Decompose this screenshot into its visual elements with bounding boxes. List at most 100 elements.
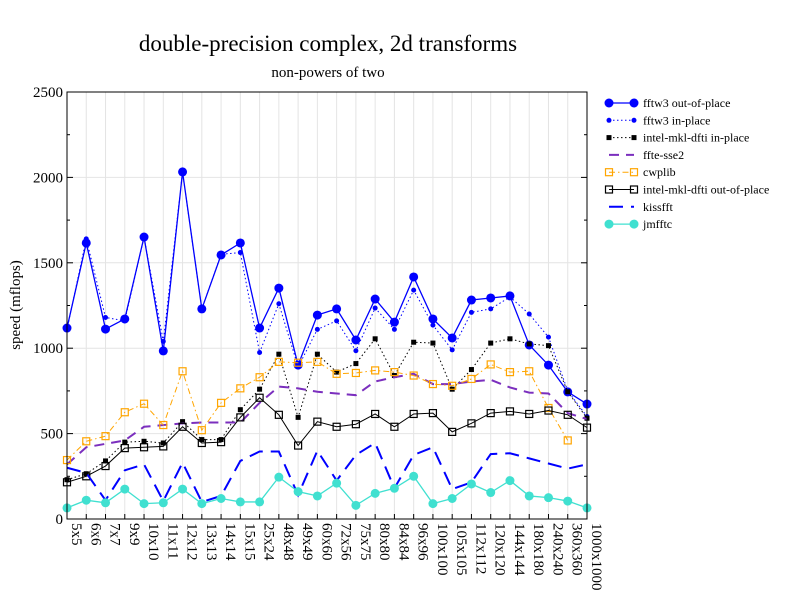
data-point	[486, 488, 496, 498]
legend: fftw3 out-of-place fftw3 in-place intel-mk…	[604, 96, 769, 231]
x-tick-label: 5x5	[68, 523, 84, 546]
data-point	[428, 379, 438, 389]
data-point	[120, 444, 129, 453]
data-point	[255, 323, 265, 333]
data-point	[411, 287, 417, 293]
data-point	[604, 219, 614, 229]
x-tick-label: 10x10	[145, 523, 161, 561]
data-point	[389, 317, 399, 327]
data-point	[235, 497, 245, 507]
data-point	[120, 408, 129, 417]
data-point	[101, 324, 111, 334]
x-tick-label: 240x240	[549, 523, 565, 576]
data-point	[295, 364, 301, 370]
series-line	[66, 361, 569, 461]
chart-subtitle: non-powers of two	[271, 65, 384, 81]
data-point	[313, 417, 322, 426]
data-point	[141, 438, 147, 444]
x-tick-label: 84x84	[395, 523, 411, 561]
data-point	[563, 410, 572, 419]
data-point	[122, 318, 128, 324]
x-tick-label: 9x9	[126, 523, 142, 546]
x-tick-label: 72x56	[338, 523, 354, 561]
y-tick-label: 1500	[33, 256, 63, 272]
data-point	[101, 432, 110, 441]
legend-item: kissfft	[609, 200, 673, 214]
data-point	[467, 419, 476, 428]
data-point	[543, 493, 553, 503]
data-point	[197, 426, 206, 435]
data-point	[505, 368, 515, 377]
data-point	[158, 346, 168, 356]
data-point	[409, 409, 418, 419]
x-tick-label: 6x6	[87, 523, 103, 546]
legend-item: fftw3 in-place	[606, 113, 710, 127]
data-point	[197, 499, 207, 509]
data-point	[391, 326, 397, 332]
data-point	[524, 491, 534, 501]
data-point	[237, 250, 243, 256]
data-point	[314, 326, 320, 332]
data-point	[159, 442, 168, 451]
data-point	[631, 117, 637, 123]
data-point	[526, 341, 532, 347]
legend-label: kissfft	[643, 200, 673, 214]
x-tick-label: 48x48	[280, 523, 296, 561]
data-point	[409, 471, 419, 481]
data-point	[411, 339, 417, 345]
data-point	[178, 484, 188, 494]
data-point	[545, 334, 551, 340]
data-point	[629, 98, 639, 108]
data-point	[505, 407, 515, 416]
data-point	[447, 333, 457, 343]
data-point	[139, 499, 149, 509]
data-point	[428, 499, 438, 509]
data-point	[332, 422, 341, 431]
data-point	[274, 283, 284, 293]
data-point	[139, 443, 149, 452]
data-point	[312, 310, 322, 320]
data-point	[83, 471, 89, 477]
data-point	[390, 422, 399, 431]
data-point	[274, 357, 283, 366]
data-point	[563, 496, 573, 506]
data-point	[544, 406, 553, 415]
data-point	[428, 314, 438, 324]
data-point	[353, 361, 359, 367]
data-point	[199, 306, 205, 312]
data-point	[81, 238, 91, 248]
series-kissfft	[66, 441, 588, 504]
data-point	[525, 409, 534, 419]
data-point	[180, 419, 186, 425]
x-tick-label: 49x49	[299, 523, 315, 561]
data-point	[631, 135, 637, 141]
data-point	[507, 336, 513, 342]
data-point	[351, 500, 361, 510]
data-point	[120, 484, 130, 494]
data-point	[180, 169, 186, 175]
data-point	[274, 472, 284, 482]
data-point	[141, 234, 147, 240]
legend-item: cwplib	[604, 165, 676, 179]
x-tick-label: 15x15	[241, 523, 257, 561]
data-point	[294, 358, 303, 367]
y-tick-label: 1000	[33, 341, 63, 357]
data-point	[466, 479, 476, 489]
legend-label: fftw3 in-place	[643, 113, 710, 127]
legend-label: intel-mkl-dfti in-place	[643, 131, 749, 145]
x-tick-label: 14x14	[222, 523, 238, 561]
data-point	[103, 314, 109, 320]
data-point	[294, 441, 303, 450]
chart-title: double-precision complex, 2d transforms	[139, 31, 517, 56]
data-point	[466, 295, 476, 305]
data-point	[81, 495, 91, 505]
data-point	[371, 366, 380, 375]
legend-label: fftw3 out-of-place	[643, 96, 730, 110]
data-point	[276, 301, 282, 307]
legend-item: ffte-sse2	[609, 148, 684, 162]
series-jmfftc	[62, 471, 592, 513]
data-point	[563, 436, 572, 445]
data-point	[83, 236, 89, 242]
data-point	[257, 349, 263, 355]
data-point	[295, 414, 301, 420]
